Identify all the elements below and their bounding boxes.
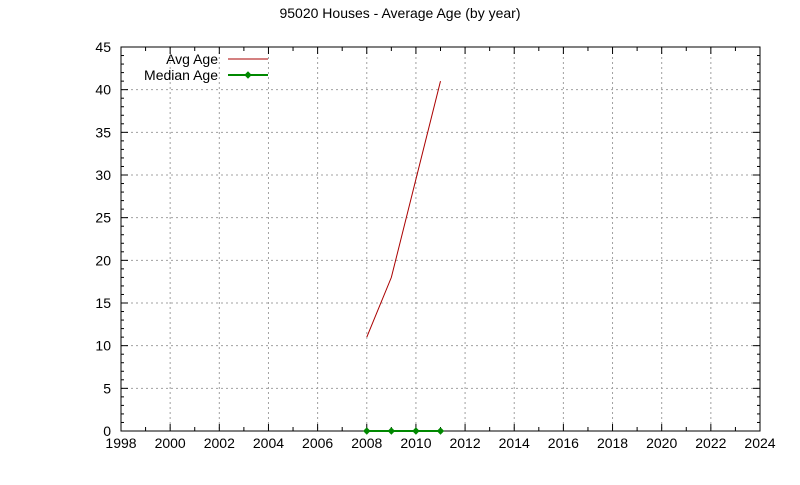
- legend-label: Median Age: [144, 67, 218, 83]
- chart-title: 95020 Houses - Average Age (by year): [279, 5, 520, 21]
- x-tick-label: 2010: [400, 435, 431, 451]
- x-tick-label: 2006: [302, 435, 333, 451]
- series-layer: [363, 81, 445, 435]
- y-tick-label: 5: [103, 380, 111, 396]
- x-tick-label: 2018: [597, 435, 628, 451]
- y-tick-label: 35: [95, 124, 111, 140]
- x-tick-label: 2024: [744, 435, 775, 451]
- legend-marker: [244, 71, 252, 79]
- x-tick-label: 1998: [105, 435, 136, 451]
- x-tick-label: 2014: [499, 435, 530, 451]
- legend-label: Avg Age: [166, 51, 218, 67]
- x-tick-label: 2008: [351, 435, 382, 451]
- y-tick-label: 40: [95, 82, 111, 98]
- axes: 1998 2000 2002 2004 2006 2008 2010 2012 2014 2016…: [95, 39, 775, 451]
- y-tick-label: 10: [95, 338, 111, 354]
- y-tick-label: 25: [95, 210, 111, 226]
- x-tick-label: 2022: [695, 435, 726, 451]
- y-tick-label: 20: [95, 252, 111, 268]
- y-tick-label: 15: [95, 295, 111, 311]
- x-tick-label: 2012: [449, 435, 480, 451]
- x-tick-label: 2000: [155, 435, 186, 451]
- data-point: [363, 427, 371, 435]
- series-line-1: [366, 81, 441, 338]
- x-tick-label: 2020: [646, 435, 677, 451]
- grid: [121, 47, 760, 431]
- data-point: [412, 427, 420, 435]
- y-tick-label: 0: [103, 423, 111, 439]
- x-tick-label: 2016: [548, 435, 579, 451]
- y-tick-label: 45: [95, 39, 111, 55]
- x-tick-label: 2002: [204, 435, 235, 451]
- y-tick-label: 30: [95, 167, 111, 183]
- data-point: [387, 427, 396, 435]
- data-point: [436, 427, 445, 435]
- x-tick-label: 2004: [253, 435, 284, 451]
- plot-frame: [120, 46, 761, 432]
